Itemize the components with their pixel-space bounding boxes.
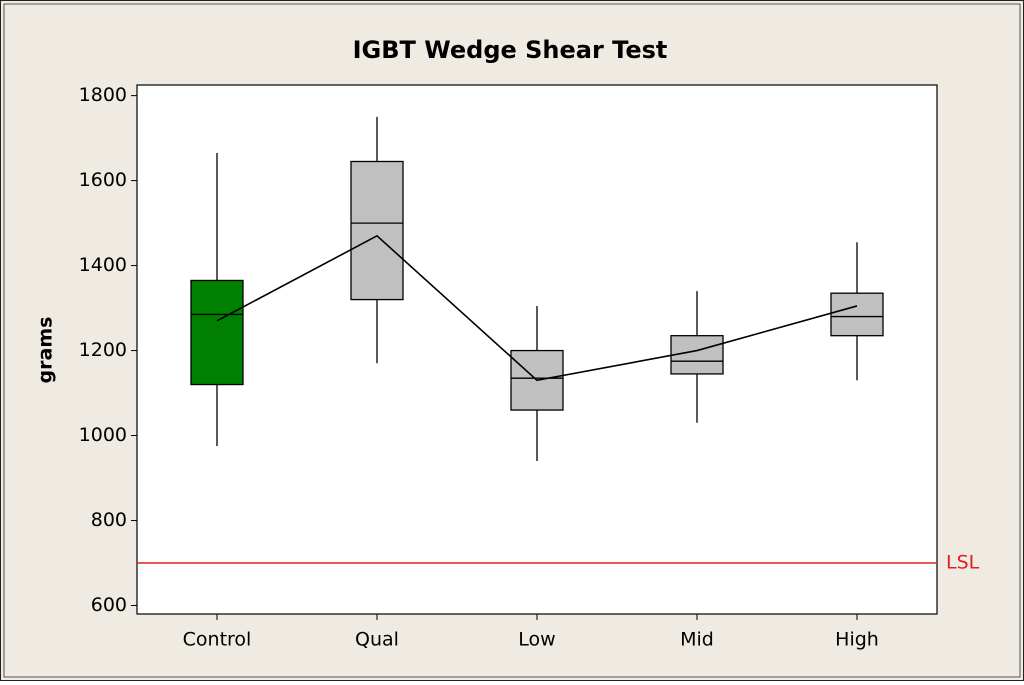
y-axis-label: grams	[35, 317, 57, 384]
x-tick-label: Low	[518, 629, 555, 651]
x-tick-label: High	[835, 629, 879, 651]
y-tick-label: 1600	[79, 169, 127, 191]
y-tick-label: 1400	[79, 254, 127, 276]
y-tick-label: 1800	[79, 84, 127, 106]
box	[190, 279, 244, 386]
y-tick-label: 600	[91, 594, 127, 616]
x-tick-label: Mid	[680, 629, 714, 651]
box	[670, 335, 724, 375]
x-tick-label: Qual	[355, 629, 399, 651]
reference-label: LSL	[946, 552, 980, 574]
y-tick-label: 1000	[79, 424, 127, 446]
x-tick-label: Control	[183, 629, 252, 651]
box	[830, 292, 884, 337]
y-tick-label: 1200	[79, 339, 127, 361]
y-tick-label: 800	[91, 509, 127, 531]
mean-line	[216, 234, 858, 382]
inner-frame	[3, 3, 1021, 678]
chart-title: IGBT Wedge Shear Test	[353, 36, 668, 64]
box	[350, 160, 404, 301]
